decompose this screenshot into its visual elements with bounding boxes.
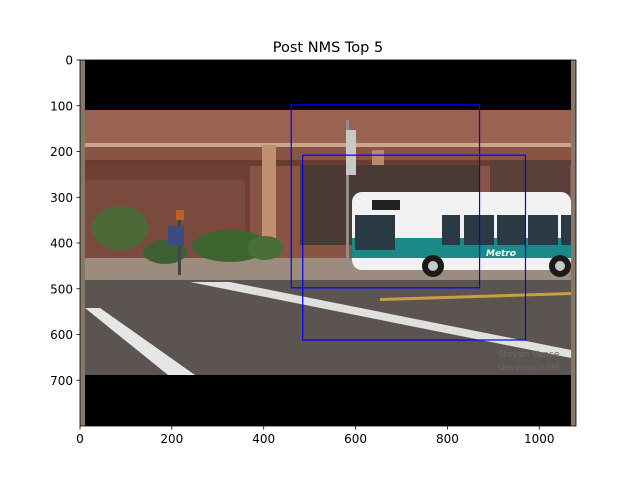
x-tick-label: 1000 — [524, 432, 555, 446]
chart-title: Post NMS Top 5 — [273, 40, 383, 56]
x-tick-label: 400 — [252, 432, 275, 446]
x-tick-label: 600 — [344, 432, 367, 446]
y-tick-label: 0 — [65, 54, 73, 68]
detection-box-2 — [302, 154, 527, 341]
y-tick-label: 600 — [50, 328, 73, 342]
y-tick-label: 100 — [50, 99, 73, 113]
y-tick-label: 200 — [50, 145, 73, 159]
bus-route-label: Metro — [486, 249, 516, 259]
photo-image: Metro Steven Vance stevevance.net — [80, 60, 576, 426]
y-tick-label: 400 — [50, 237, 73, 251]
watermark-line-2: stevevance.net — [498, 363, 560, 372]
y-tick-label: 500 — [50, 282, 73, 296]
y-tick-label: 300 — [50, 191, 73, 205]
y-tick-label: 700 — [50, 374, 73, 388]
detection-box-1 — [290, 104, 481, 289]
watermark-line-1: Steven Vance — [498, 350, 560, 360]
x-tick-label: 0 — [76, 432, 84, 446]
x-tick-label: 800 — [436, 432, 459, 446]
x-tick-label: 200 — [160, 432, 183, 446]
